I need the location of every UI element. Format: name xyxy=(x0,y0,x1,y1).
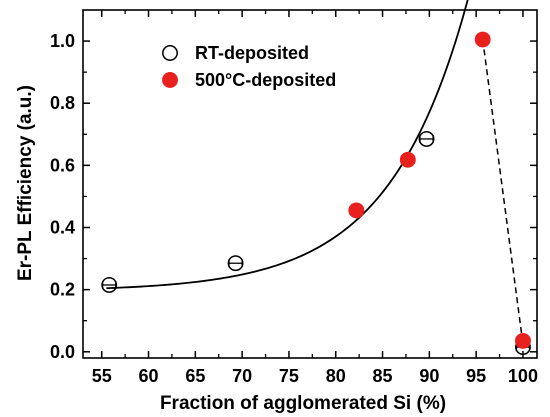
y-tick-label: 0.2 xyxy=(50,280,75,300)
legend-label-rt-deposited: RT-deposited xyxy=(195,43,309,63)
y-tick-label: 0.0 xyxy=(50,342,75,362)
legend-marker-500c-deposited xyxy=(162,72,178,88)
data-point-rt xyxy=(418,130,435,147)
data-point-500c xyxy=(399,151,416,168)
fit-curve xyxy=(106,0,469,290)
y-axis-title: Er-PL Efficiency (a.u.) xyxy=(15,85,36,281)
y-tick-label: 0.4 xyxy=(50,218,75,238)
x-tick-label: 85 xyxy=(373,366,393,386)
ticks-group: 55 60 65 70 75 80 85 90 95 100 0.0 0.2 0.4 0.6 0.8 1.0 xyxy=(50,10,538,386)
x-tick-label: 75 xyxy=(279,366,299,386)
x-tick-label: 100 xyxy=(508,366,538,386)
x-tick-label: 70 xyxy=(232,366,252,386)
data-markers-group xyxy=(101,31,531,356)
y-tick-label: 0.8 xyxy=(50,93,75,113)
data-point-rt xyxy=(227,255,244,272)
y-tick-label: 0.6 xyxy=(50,155,75,175)
x-tick-label: 95 xyxy=(466,366,486,386)
x-tick-label: 65 xyxy=(185,366,205,386)
data-point-500c xyxy=(348,202,365,219)
dashed-drop-line xyxy=(481,39,524,345)
legend-marker-rt-deposited xyxy=(162,45,178,61)
x-tick-label: 90 xyxy=(419,366,439,386)
data-point-500c xyxy=(474,31,491,48)
x-tick-label: 55 xyxy=(92,366,112,386)
legend: RT-deposited 500°C-deposited xyxy=(162,43,336,90)
plot-frame-group xyxy=(82,9,538,359)
fit-curve-group xyxy=(106,0,524,345)
data-point-500c xyxy=(515,332,531,349)
data-point-rt xyxy=(101,277,118,293)
x-tick-label: 80 xyxy=(326,366,346,386)
x-axis-title: Fraction of agglomerated Si (%) xyxy=(160,393,446,414)
legend-label-500c-deposited: 500°C-deposited xyxy=(195,70,336,90)
y-tick-label: 1.0 xyxy=(50,31,75,51)
x-tick-label: 60 xyxy=(139,366,159,386)
plot-frame xyxy=(82,9,538,359)
